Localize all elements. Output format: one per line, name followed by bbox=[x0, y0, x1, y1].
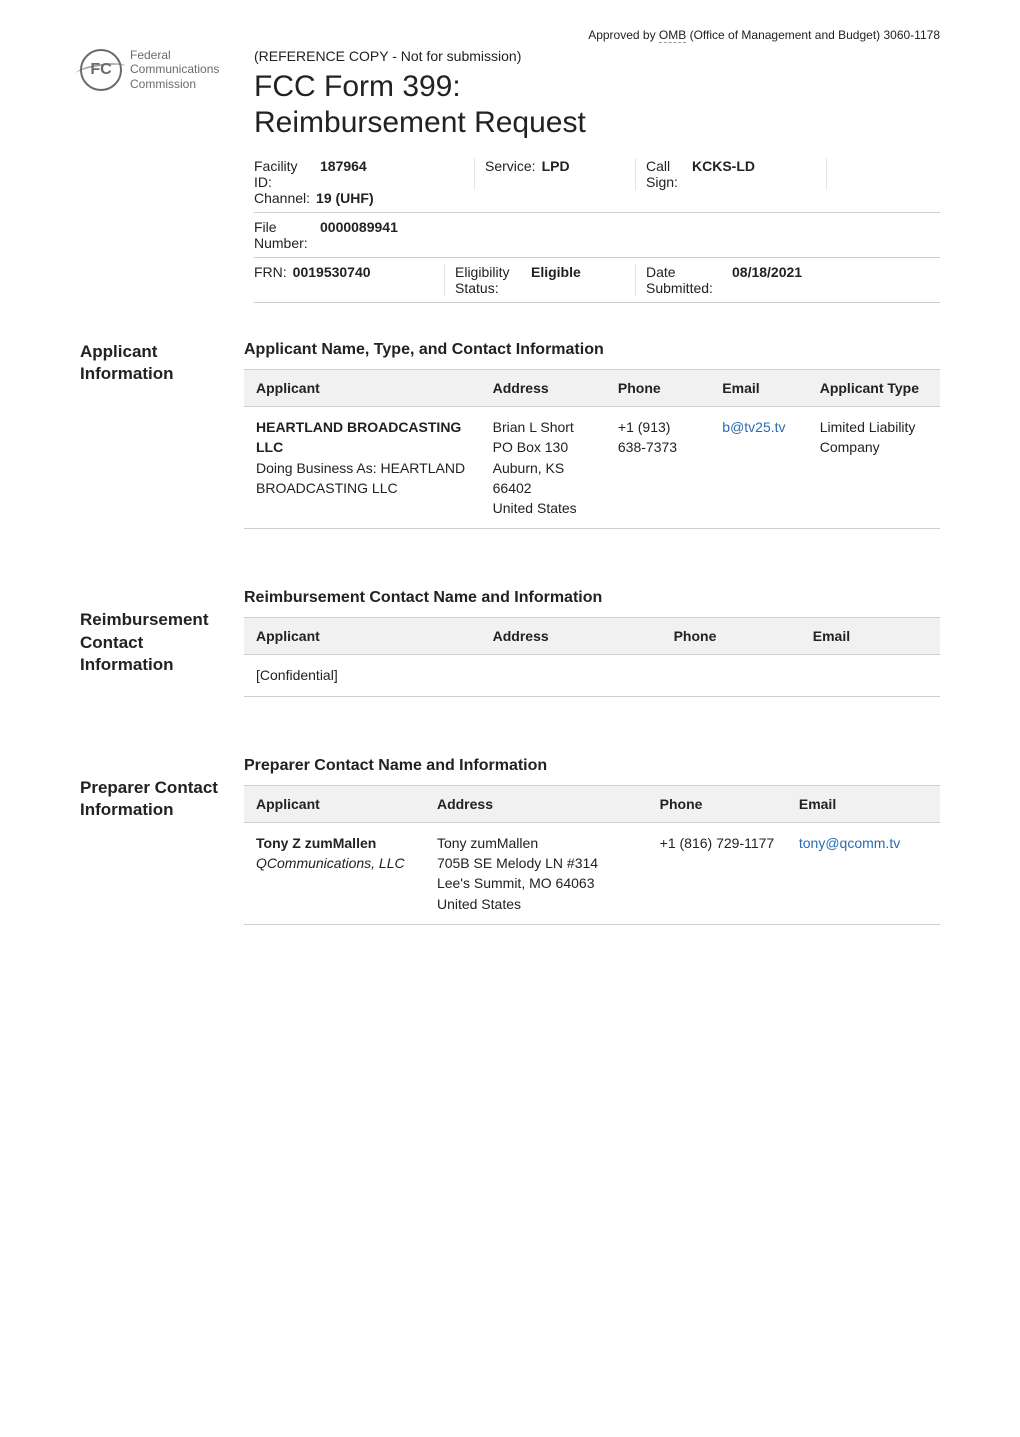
preparer-section-label: Preparer Contact Information bbox=[80, 777, 220, 925]
header-right: (REFERENCE COPY - Not for submission) FC… bbox=[254, 48, 940, 303]
meta-row-3: FRN: 0019530740 Eligibility Status: Elig… bbox=[254, 258, 940, 303]
applicant-name: HEARTLAND BROADCASTING LLC bbox=[256, 417, 469, 458]
fcc-logo-text: Federal Communications Commission bbox=[130, 48, 219, 91]
fcc-logo: FC Federal Communications Commission bbox=[80, 48, 240, 91]
fcc-seal-letters: FC bbox=[90, 60, 111, 79]
page: Approved by OMB (Office of Management an… bbox=[0, 0, 1020, 1005]
preparer-name: Tony Z zumMallen bbox=[256, 833, 413, 853]
channel-value: 19 (UHF) bbox=[316, 190, 374, 206]
meta-row-1: Facility ID: 187964 Service: LPD Call Si… bbox=[254, 152, 940, 213]
date-submitted-cell: Date Submitted: 08/18/2021 bbox=[646, 264, 812, 296]
applicant-address: Brian L Short PO Box 130 Auburn, KS 6640… bbox=[481, 407, 606, 529]
preparer-table: Applicant Address Phone Email Tony Z zum… bbox=[244, 785, 940, 925]
divider bbox=[635, 158, 636, 190]
date-submitted-value: 08/18/2021 bbox=[732, 264, 802, 280]
col-type: Applicant Type bbox=[808, 370, 940, 407]
divider bbox=[474, 158, 475, 190]
facility-id-cell: Facility ID: 187964 bbox=[254, 158, 464, 190]
applicant-dba: Doing Business As: HEARTLAND BROADCASTIN… bbox=[256, 458, 469, 499]
applicant-name-cell: HEARTLAND BROADCASTING LLC Doing Busines… bbox=[244, 407, 481, 529]
service-value: LPD bbox=[542, 158, 570, 174]
reimbursement-section-body: Reimbursement Contact Name and Informati… bbox=[244, 589, 940, 696]
form-title-line2: Reimbursement Request bbox=[254, 106, 940, 140]
reimbursement-subhead: Reimbursement Contact Name and Informati… bbox=[244, 589, 940, 607]
table-row: Tony Z zumMallen QCommunications, LLC To… bbox=[244, 822, 940, 924]
approved-by-suffix: (Office of Management and Budget) 3060-1… bbox=[686, 28, 940, 42]
date-submitted-label: Date Submitted: bbox=[646, 264, 726, 296]
reimbursement-section: Reimbursement Contact Information Reimbu… bbox=[80, 589, 940, 696]
col-phone: Phone bbox=[662, 618, 801, 655]
approved-by-prefix: Approved by bbox=[588, 28, 659, 42]
service-cell: Service: LPD bbox=[485, 158, 625, 174]
applicant-section: Applicant Information Applicant Name, Ty… bbox=[80, 341, 940, 529]
divider bbox=[635, 264, 636, 296]
col-email: Email bbox=[787, 785, 940, 822]
service-label: Service: bbox=[485, 158, 536, 174]
col-address: Address bbox=[481, 370, 606, 407]
col-address: Address bbox=[481, 618, 662, 655]
elig-status-label: Eligibility Status: bbox=[455, 264, 525, 296]
preparer-subhead: Preparer Contact Name and Information bbox=[244, 757, 940, 775]
frn-value: 0019530740 bbox=[293, 264, 371, 280]
col-address: Address bbox=[425, 785, 648, 822]
reference-copy-note: (REFERENCE COPY - Not for submission) bbox=[254, 48, 940, 64]
elig-status-cell: Eligibility Status: Eligible bbox=[455, 264, 625, 296]
channel-label: Channel: bbox=[254, 190, 310, 206]
meta-row-2: File Number: 0000089941 bbox=[254, 213, 940, 258]
applicant-phone: +1 (913) 638-7373 bbox=[606, 407, 710, 529]
preparer-section: Preparer Contact Information Preparer Co… bbox=[80, 757, 940, 925]
call-sign-label: Call Sign: bbox=[646, 158, 686, 190]
confidential-cell: [Confidential] bbox=[244, 655, 940, 696]
form-title-line1: FCC Form 399: bbox=[254, 70, 940, 104]
file-number-cell: File Number: 0000089941 bbox=[254, 219, 408, 251]
applicant-section-label: Applicant Information bbox=[80, 341, 220, 529]
table-header-row: Applicant Address Phone Email bbox=[244, 785, 940, 822]
applicant-section-body: Applicant Name, Type, and Contact Inform… bbox=[244, 341, 940, 529]
col-email: Email bbox=[801, 618, 940, 655]
preparer-org: QCommunications, LLC bbox=[256, 853, 413, 873]
preparer-section-body: Preparer Contact Name and Information Ap… bbox=[244, 757, 940, 925]
applicant-type: Limited Liability Company bbox=[808, 407, 940, 529]
col-applicant: Applicant bbox=[244, 785, 425, 822]
masthead: FC Federal Communications Commission (RE… bbox=[80, 48, 940, 303]
file-number-value: 0000089941 bbox=[320, 219, 398, 235]
table-row: HEARTLAND BROADCASTING LLC Doing Busines… bbox=[244, 407, 940, 529]
approved-by-agency: OMB bbox=[659, 28, 686, 43]
applicant-subhead: Applicant Name, Type, and Contact Inform… bbox=[244, 341, 940, 359]
divider bbox=[826, 158, 827, 190]
col-phone: Phone bbox=[648, 785, 787, 822]
frn-label: FRN: bbox=[254, 264, 287, 280]
preparer-address: Tony zumMallen 705B SE Melody LN #314 Le… bbox=[425, 822, 648, 924]
table-row: [Confidential] bbox=[244, 655, 940, 696]
col-email: Email bbox=[710, 370, 807, 407]
col-phone: Phone bbox=[606, 370, 710, 407]
facility-id-value: 187964 bbox=[320, 158, 367, 174]
applicant-email: b@tv25.tv bbox=[710, 407, 807, 529]
channel-cell: Channel: 19 (UHF) bbox=[254, 190, 384, 206]
omb-approval-line: Approved by OMB (Office of Management an… bbox=[80, 28, 940, 42]
reimbursement-table: Applicant Address Phone Email [Confident… bbox=[244, 617, 940, 696]
facility-id-label: Facility ID: bbox=[254, 158, 314, 190]
file-number-label: File Number: bbox=[254, 219, 314, 251]
call-sign-cell: Call Sign: KCKS-LD bbox=[646, 158, 816, 190]
table-header-row: Applicant Address Phone Email Applicant … bbox=[244, 370, 940, 407]
col-applicant: Applicant bbox=[244, 618, 481, 655]
applicant-table: Applicant Address Phone Email Applicant … bbox=[244, 369, 940, 529]
table-header-row: Applicant Address Phone Email bbox=[244, 618, 940, 655]
preparer-email: tony@qcomm.tv bbox=[787, 822, 940, 924]
call-sign-value: KCKS-LD bbox=[692, 158, 755, 174]
divider bbox=[444, 264, 445, 296]
preparer-name-cell: Tony Z zumMallen QCommunications, LLC bbox=[244, 822, 425, 924]
reimbursement-section-label: Reimbursement Contact Information bbox=[80, 609, 220, 696]
col-applicant: Applicant bbox=[244, 370, 481, 407]
frn-cell: FRN: 0019530740 bbox=[254, 264, 434, 280]
elig-status-value: Eligible bbox=[531, 264, 581, 280]
preparer-phone: +1 (816) 729-1177 bbox=[648, 822, 787, 924]
fcc-seal-icon: FC bbox=[80, 49, 122, 91]
